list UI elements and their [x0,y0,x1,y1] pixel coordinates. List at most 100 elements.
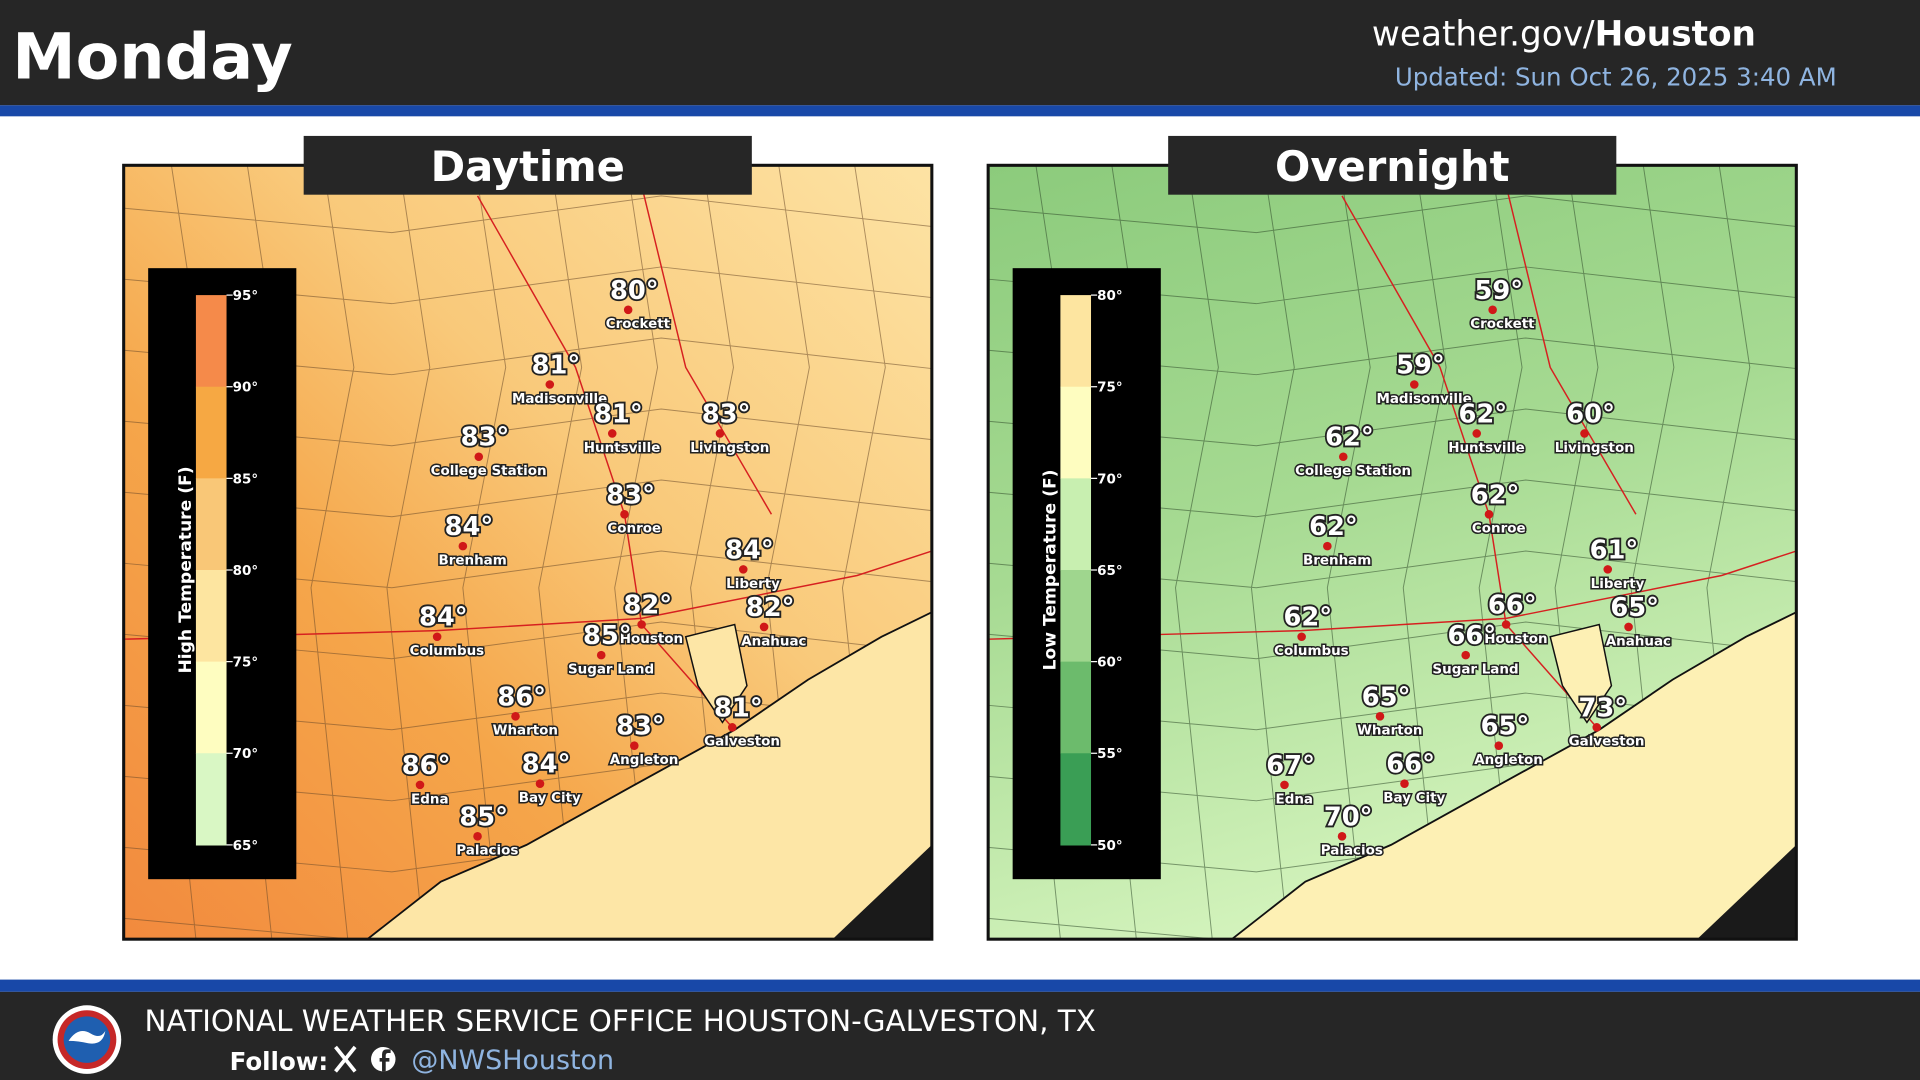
city-name: Columbus [1274,644,1349,659]
legend-title: High Temperature (F) [176,466,196,673]
legend-tick-label: 75° [1097,381,1122,396]
legend-tick-label: 65° [233,839,258,854]
city-dot [1580,429,1589,438]
city-temp: 81° [594,399,643,429]
site-link[interactable]: weather.gov/Houston [1372,14,1756,54]
panel-title: Overnight [1275,142,1510,191]
bay [1549,623,1613,724]
city-temp: 62° [1325,423,1374,453]
map-panel: Daytime 95° 90° 85° 80° 75° 70° 65° High Tempera… [122,135,934,941]
legend-band [195,478,227,571]
legend-tick-label: 70° [1097,472,1122,487]
city-temp: 67° [1266,751,1315,781]
city-dot [1280,780,1289,790]
city-name: Edna [1276,792,1313,807]
city-name: Houston [620,632,683,647]
city: 66° Bay City [1382,748,1447,808]
legend-tick-label: 80° [1097,289,1122,304]
city-temp: 83° [461,423,510,453]
city-dot [738,565,748,574]
city-name: Madisonville [512,392,607,407]
city-dot [1461,650,1470,660]
city-temp: 86° [497,682,546,712]
city-name: Edna [411,792,448,807]
city-temp: 85° [459,802,508,832]
city-name: Palacios [1321,844,1383,859]
city-dot [535,779,545,788]
city-temp: 66° [1386,750,1435,780]
city-dot [596,650,606,660]
city-name: Huntsville [584,441,661,456]
site-prefix: weather.gov/ [1372,14,1595,54]
city-dot [474,452,484,462]
legend-band [1060,386,1092,479]
city: 80° Crockett [604,274,672,334]
legend-tick-label: 85° [233,472,258,487]
city: 66° Sugar Land [1431,619,1520,679]
legend-band [1060,570,1092,663]
city-temp: 59° [1474,276,1523,306]
city-dot [1410,380,1419,389]
city-name: Conroe [607,522,661,537]
city-name: Livingston [1555,441,1634,456]
city-name: Galveston [1569,735,1645,750]
no-data [1697,844,1797,940]
legend-tick-label: 55° [1097,747,1122,762]
city: 67° Edna [1264,749,1316,809]
city: 85° Palacios [455,800,520,860]
legend-tick-label: 60° [1097,656,1122,671]
city-dot [432,632,442,642]
city-name: Columbus [410,644,485,659]
city-name: Livingston [690,441,769,456]
city-dot [545,380,555,389]
city: 62° Columbus [1273,601,1351,661]
social-handle[interactable]: @NWSHouston [411,1045,614,1076]
city-name: Crockett [1470,317,1535,332]
city-temp: 61° [1590,535,1639,565]
legend-band [195,570,227,663]
legend-tick-label: 95° [233,289,258,304]
city-dot [607,429,617,438]
city-name: Crockett [606,317,671,332]
city-name: Bay City [519,791,581,806]
city-dot [1592,723,1602,732]
city-dot [759,622,769,632]
city-dot [511,712,520,721]
gulf [365,611,932,940]
legend-band [195,661,227,754]
page-title: Monday [12,20,292,94]
city-temp: 66° [1448,621,1497,651]
city: 62° Conroe [1469,478,1527,538]
city: 86° Edna [400,749,452,809]
city-temp: 80° [610,276,659,306]
city-temp: 62° [1309,512,1358,542]
social-icons[interactable] [334,1045,396,1073]
city-temp: 59° [1396,350,1445,380]
city: 83° Angleton [608,710,680,770]
city: 81° Huntsville [582,398,662,458]
city-name: Palacios [456,844,518,859]
city: 82° Anahuac [740,591,808,651]
city-name: Anahuac [741,634,806,649]
legend-band [1060,295,1092,388]
legend-title: Low Temperature (F) [1041,470,1061,671]
updated-time: Updated: Sun Oct 26, 2025 3:40 AM [1395,63,1837,92]
city-name: Conroe [1472,522,1526,537]
city-temp: 66° [1488,590,1537,620]
city-name: Houston [1484,632,1547,647]
city-temp: 85° [583,621,632,651]
city-name: Bay City [1383,791,1445,806]
legend-tick-label: 80° [233,564,258,579]
city: 65° Anahuac [1604,591,1672,651]
footer-bar [0,991,1920,1080]
city-temp: 70° [1324,802,1373,832]
legend-tick-label: 90° [233,381,258,396]
city-temp: 86° [402,751,451,781]
city-dot [727,723,737,732]
header-stripe [0,105,1920,117]
legend-band [195,295,227,388]
city-name: Galveston [704,735,780,750]
city-dot [1501,620,1511,629]
city-name: College Station [1295,464,1411,479]
city-name: Madisonville [1376,392,1471,407]
